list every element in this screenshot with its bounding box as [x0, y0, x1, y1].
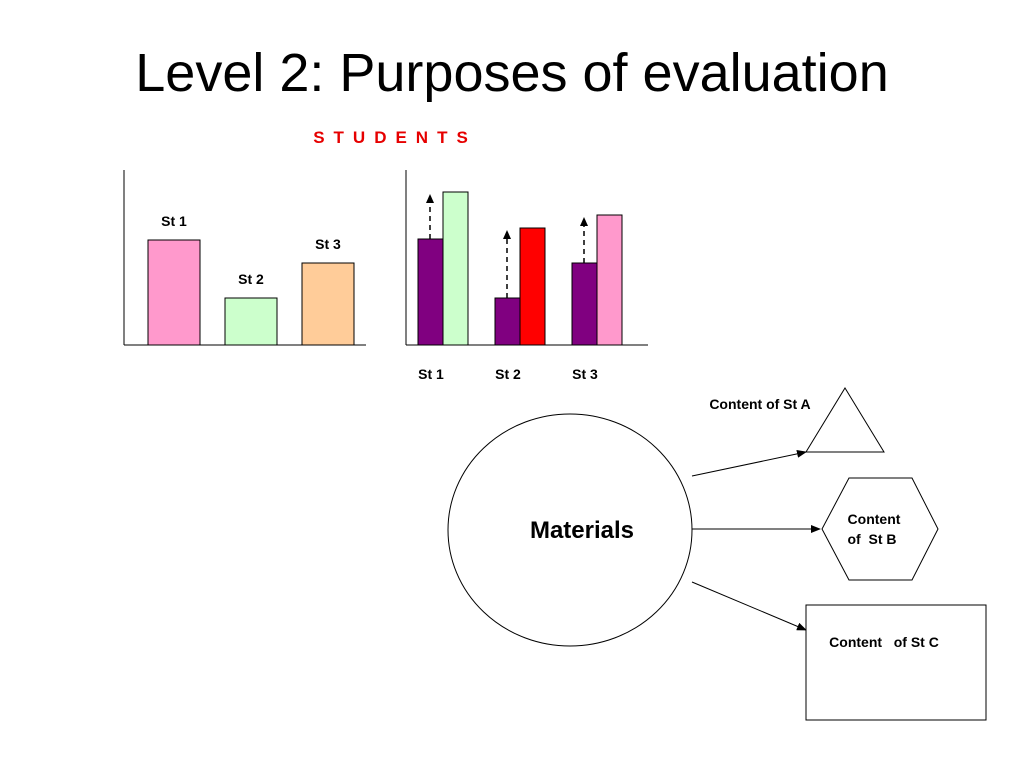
right-chart-bar-1-series-1: [417, 238, 444, 346]
label-content-st-c: Content of St C: [829, 634, 939, 650]
materials-diagram: Materials Content of St A Content of St …: [447, 387, 987, 721]
arrow-to-st-c: [691, 581, 807, 631]
right-chart-bar-2-series-1: [494, 297, 521, 346]
materials-circle: [447, 413, 693, 647]
arrow-to-st-a: [691, 449, 807, 477]
right-chart-bar-2-series-2: [519, 227, 546, 346]
left-chart-bar-label-3: St 3: [315, 236, 341, 252]
left-bar-chart: St 1 St 2 St 3: [123, 170, 366, 346]
page-title: Level 2: Purposes of evaluation: [135, 43, 889, 103]
right-chart-bar-1-series-2: [442, 191, 469, 346]
left-chart-bar-label-1: St 1: [161, 213, 187, 229]
students-heading: STUDENTS: [313, 128, 477, 147]
improvement-arrowhead-1: [426, 194, 434, 203]
left-chart-bar-1: [147, 239, 201, 346]
right-chart-category-label-2: St 2: [495, 366, 521, 382]
label-content-st-b-line2: of St B: [848, 531, 897, 547]
right-chart-bar-3-series-1: [571, 262, 598, 346]
label-content-st-a: Content of St A: [709, 396, 810, 412]
right-chart-category-label-1: St 1: [418, 366, 444, 382]
left-chart-bar-2: [224, 297, 278, 346]
triangle-st-a: [805, 387, 885, 453]
improvement-arrowhead-2: [503, 230, 511, 239]
improvement-arrowhead-3: [580, 217, 588, 226]
right-bar-chart: St 1 St 2 St 3: [405, 170, 648, 382]
rectangle-st-c: [805, 604, 987, 721]
right-chart-category-label-3: St 3: [572, 366, 598, 382]
left-chart-bar-3: [301, 262, 355, 346]
hexagon-st-b: [821, 477, 939, 581]
label-content-st-b-line1: Content: [848, 511, 901, 527]
right-chart-bar-3-series-2: [596, 214, 623, 346]
left-chart-bar-label-2: St 2: [238, 271, 264, 287]
materials-label: Materials: [530, 517, 634, 544]
